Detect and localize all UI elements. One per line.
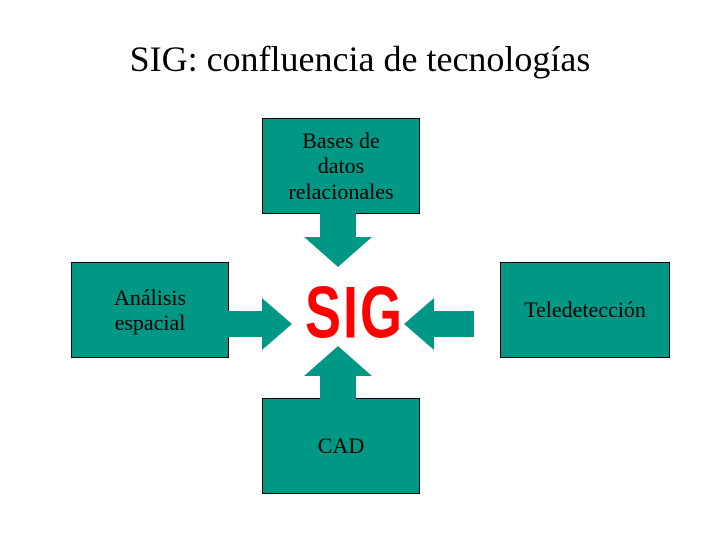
node-right: Teledetección [500,262,670,358]
node-bottom-label: CAD [318,433,364,458]
page-title: SIG: confluencia de tecnologías [0,38,720,80]
arrow-left-icon [404,298,474,350]
node-top-label: Bases dedatosrelacionales [288,128,393,204]
arrow-up-icon [304,346,372,408]
node-left-label: Análisisespacial [114,285,186,336]
node-right-label: Teledetección [524,297,646,322]
arrow-right-icon [222,298,292,350]
node-top: Bases dedatosrelacionales [262,118,420,214]
center-label: SIG [305,271,404,355]
node-left: Análisisespacial [71,262,229,358]
arrow-down-icon [304,205,372,267]
node-bottom: CAD [262,398,420,494]
